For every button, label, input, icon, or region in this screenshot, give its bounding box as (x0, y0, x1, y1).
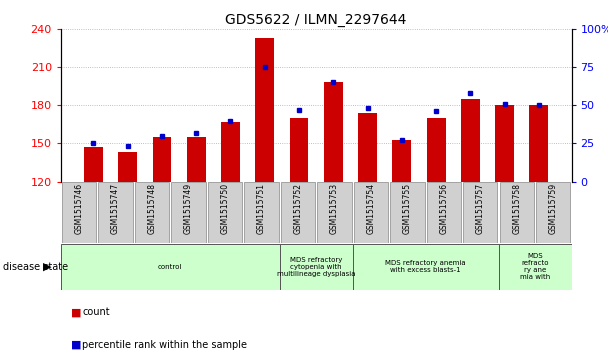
Bar (358, 113, 377, 334)
Text: GSM1515748: GSM1515748 (148, 183, 156, 234)
Bar (289, 118, 308, 334)
Text: GSM1515754: GSM1515754 (367, 183, 375, 234)
FancyBboxPatch shape (500, 182, 534, 242)
Text: GSM1515759: GSM1515759 (549, 183, 558, 234)
Bar (84, 147, 103, 334)
FancyBboxPatch shape (135, 182, 169, 242)
Text: MDS refractory anemia
with excess blasts-1: MDS refractory anemia with excess blasts… (385, 260, 466, 273)
Text: MDS refractory
cytopenia with
multilineage dysplasia: MDS refractory cytopenia with multilinea… (277, 257, 356, 277)
Text: GSM1515750: GSM1515750 (221, 183, 229, 234)
Bar (119, 152, 137, 334)
FancyBboxPatch shape (244, 182, 278, 242)
Text: GSM1515753: GSM1515753 (330, 183, 339, 234)
Text: ■: ■ (71, 307, 81, 317)
FancyBboxPatch shape (390, 182, 424, 242)
Text: count: count (82, 307, 109, 317)
FancyBboxPatch shape (281, 182, 315, 242)
FancyBboxPatch shape (536, 182, 570, 242)
Bar (427, 118, 446, 334)
Bar (187, 137, 206, 334)
Bar (324, 82, 343, 334)
Text: MDS
refracto
ry ane
mia with: MDS refracto ry ane mia with (520, 253, 550, 280)
Text: GSM1515746: GSM1515746 (75, 183, 83, 234)
Bar (530, 105, 548, 334)
Bar (255, 38, 274, 334)
FancyBboxPatch shape (61, 244, 280, 290)
Text: percentile rank within the sample: percentile rank within the sample (82, 340, 247, 350)
Bar (153, 137, 171, 334)
Text: GSM1515747: GSM1515747 (111, 183, 120, 234)
Bar (461, 99, 480, 334)
Bar (392, 140, 411, 334)
FancyBboxPatch shape (353, 244, 499, 290)
FancyBboxPatch shape (280, 244, 353, 290)
Bar (221, 122, 240, 334)
Text: GSM1515751: GSM1515751 (257, 183, 266, 234)
Text: ■: ■ (71, 340, 81, 350)
FancyBboxPatch shape (98, 182, 133, 242)
FancyBboxPatch shape (499, 244, 572, 290)
Text: GSM1515755: GSM1515755 (403, 183, 412, 234)
FancyBboxPatch shape (208, 182, 242, 242)
Text: ▶: ▶ (43, 262, 52, 272)
FancyBboxPatch shape (427, 182, 461, 242)
FancyBboxPatch shape (354, 182, 388, 242)
Text: GSM1515756: GSM1515756 (440, 183, 448, 234)
Title: GDS5622 / ILMN_2297644: GDS5622 / ILMN_2297644 (226, 13, 407, 26)
Bar (495, 105, 514, 334)
FancyBboxPatch shape (463, 182, 497, 242)
FancyBboxPatch shape (317, 182, 351, 242)
Text: GSM1515757: GSM1515757 (476, 183, 485, 234)
Text: GSM1515752: GSM1515752 (294, 183, 302, 234)
Text: disease state: disease state (3, 262, 68, 272)
FancyBboxPatch shape (171, 182, 206, 242)
Text: control: control (158, 264, 182, 270)
FancyBboxPatch shape (62, 182, 96, 242)
Text: GSM1515749: GSM1515749 (184, 183, 193, 234)
Text: GSM1515758: GSM1515758 (513, 183, 521, 234)
